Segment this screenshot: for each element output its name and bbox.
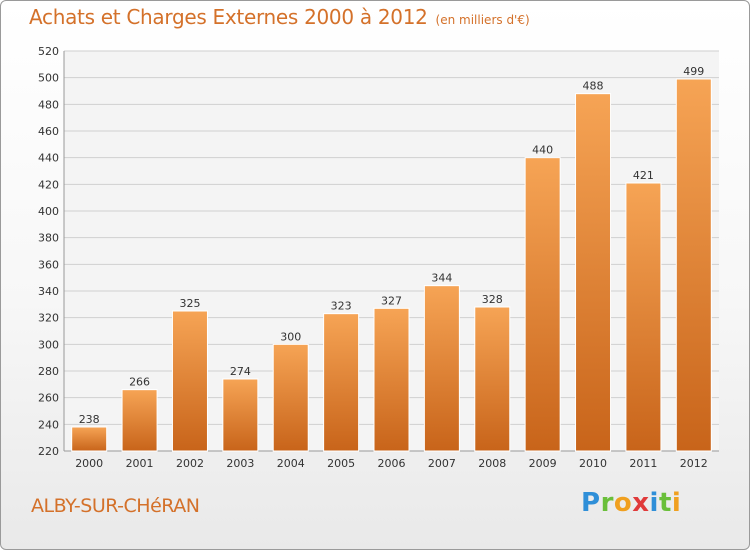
x-tick-label: 2001 [126,457,154,470]
chart-title-text: Achats et Charges Externes 2000 à 2012 [29,5,428,29]
logo-letter: t [658,488,672,518]
proxiti-logo: Proxiti [581,488,681,518]
chart-subtitle: (en milliers d'€) [435,13,530,27]
bar-value-label: 325 [179,297,200,310]
bar-value-label: 300 [280,330,301,343]
y-tick-label: 280 [38,365,59,378]
y-tick-label: 400 [38,205,59,218]
bar-value-label: 440 [532,144,553,157]
bar [171,310,208,452]
bar [121,389,158,452]
logo-letter: x [632,488,650,518]
y-tick-label: 240 [38,418,59,431]
x-tick-label: 2005 [327,457,355,470]
y-tick-label: 220 [38,445,59,458]
x-tick-label: 2004 [277,457,305,470]
logo-letter: i [671,488,682,518]
bar [675,78,712,452]
bar [474,306,511,452]
bar-value-label: 344 [431,272,452,285]
y-tick-label: 480 [38,98,59,111]
place-name: ALBY-SUR-CHéRAN [31,495,200,517]
bar [524,157,561,452]
bar-value-label: 499 [683,65,704,78]
bar [625,182,662,452]
y-tick-label: 380 [38,232,59,245]
logo-letter: i [649,488,659,518]
y-tick-label: 420 [38,178,59,191]
x-tick-label: 2000 [75,457,103,470]
x-tick-label: 2009 [529,457,557,470]
x-tick-label: 2006 [378,457,406,470]
y-tick-label: 460 [38,125,59,138]
y-tick-label: 520 [38,45,59,58]
bar [71,426,108,452]
bar-value-label: 421 [633,169,654,182]
x-tick-label: 2007 [428,457,456,470]
y-tick-label: 300 [38,338,59,351]
x-tick-label: 2010 [579,457,607,470]
bar [373,307,410,452]
bar-value-label: 328 [482,293,503,306]
y-tick-label: 260 [38,392,59,405]
bar [323,313,360,452]
logo-letter: o [613,488,633,518]
x-tick-label: 2003 [226,457,254,470]
bar [272,343,309,452]
bar-value-label: 274 [230,365,251,378]
bar-value-label: 238 [79,413,100,426]
y-tick-label: 320 [38,312,59,325]
logo-letter: r [600,488,614,518]
y-tick-label: 360 [38,258,59,271]
chart-title: Achats et Charges Externes 2000 à 2012 (e… [29,5,530,29]
x-tick-label: 2011 [629,457,657,470]
bar-value-label: 488 [583,80,604,93]
bar [222,378,259,452]
bar-value-label: 327 [381,294,402,307]
x-tick-label: 2008 [478,457,506,470]
bar-value-label: 266 [129,376,150,389]
y-tick-label: 440 [38,152,59,165]
logo-letter: P [581,488,601,518]
x-tick-label: 2012 [680,457,708,470]
y-tick-label: 340 [38,285,59,298]
bar [423,285,460,452]
bar-value-label: 323 [331,300,352,313]
bar [575,93,612,452]
x-tick-label: 2002 [176,457,204,470]
y-tick-label: 500 [38,72,59,85]
